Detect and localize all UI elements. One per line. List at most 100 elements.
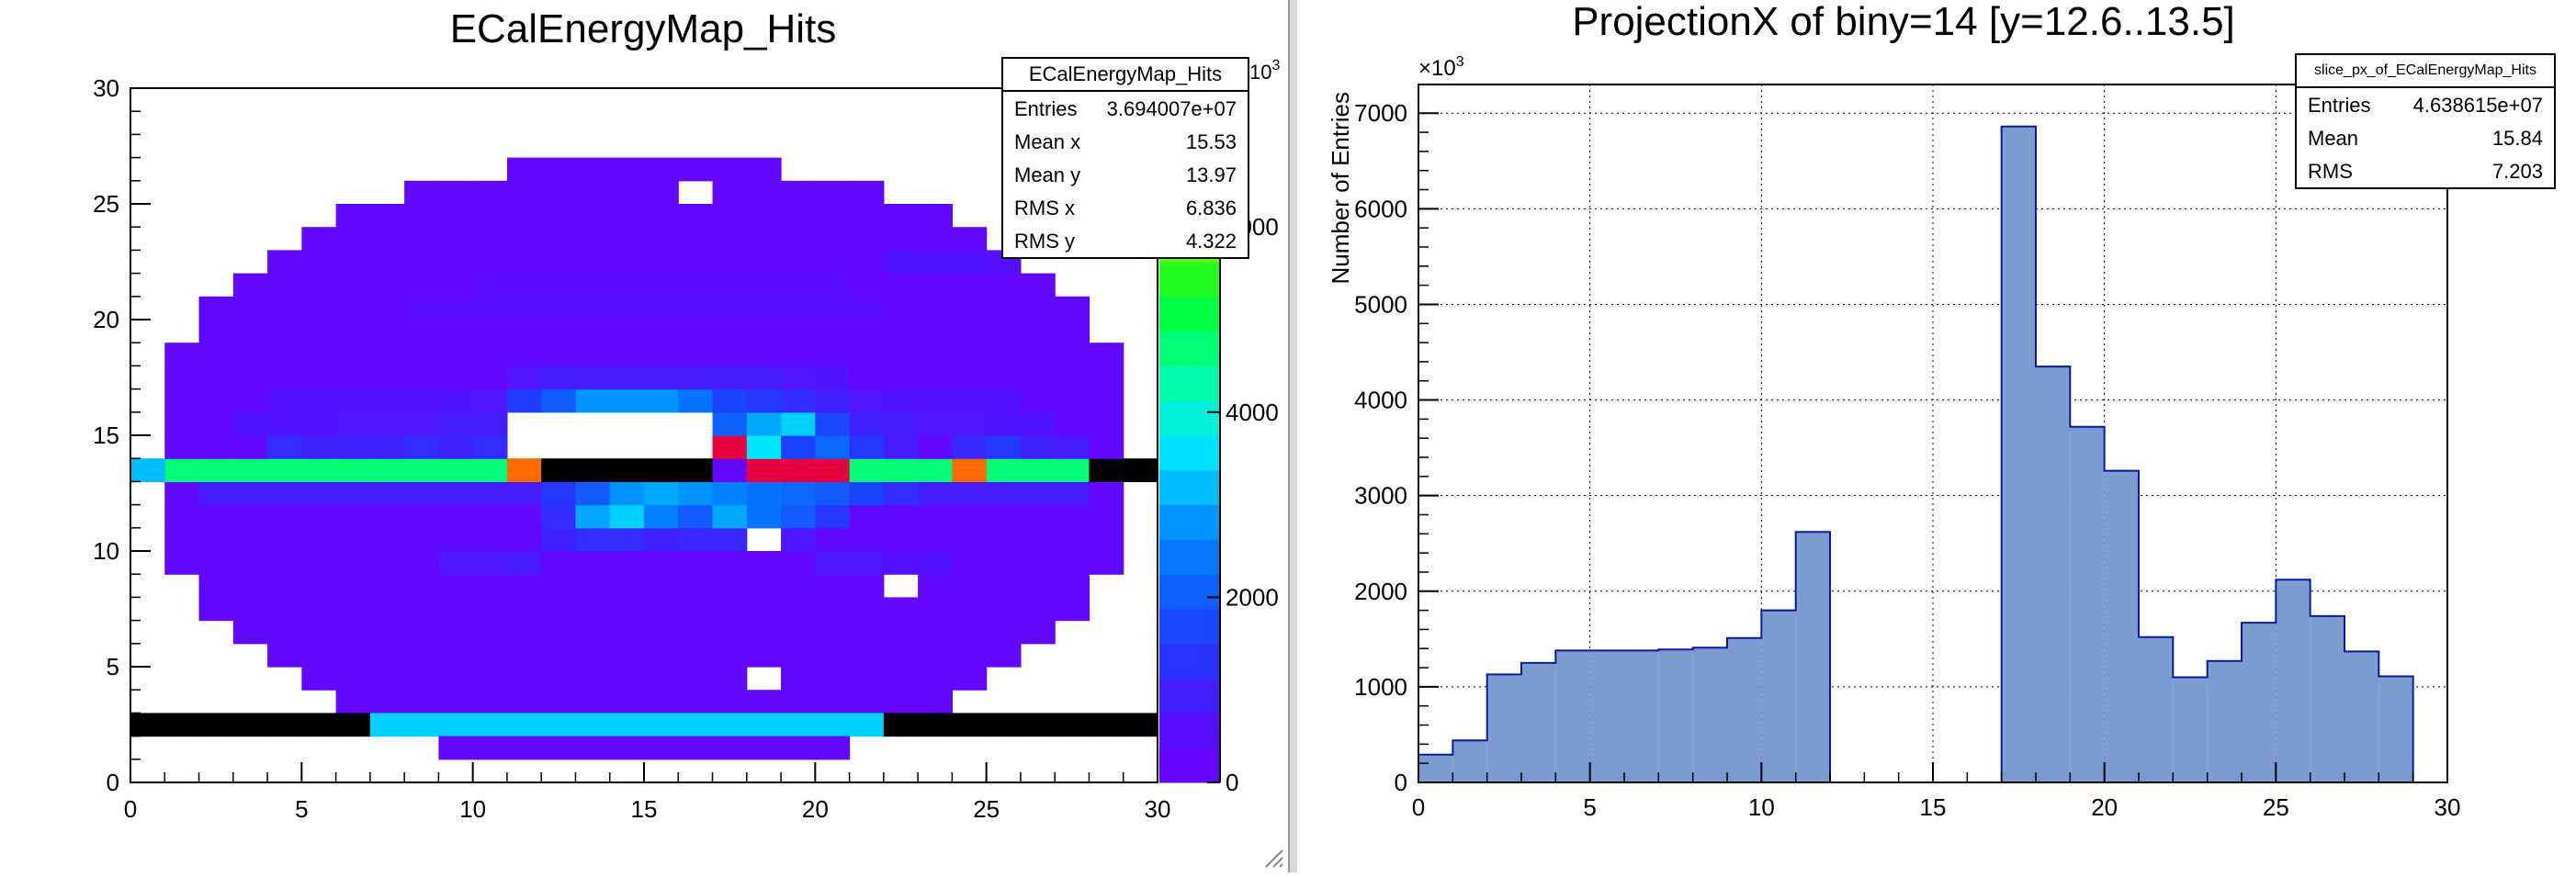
heatmap-bin (335, 597, 371, 622)
stats-value: 3.694007e+07 (1106, 97, 1237, 120)
stats-row: RMS y 4.322 (1003, 224, 1248, 257)
heatmap-bin (746, 411, 782, 436)
heatmap-bin (609, 643, 645, 668)
heatmap-bin (986, 273, 1022, 298)
palette-tick-label: 0 (1226, 769, 1238, 796)
heatmap-bin (678, 365, 714, 390)
heatmap-bin (198, 343, 234, 366)
heatmap-bin (986, 320, 1022, 343)
heatmap-bin (1055, 388, 1090, 413)
heatmap-bin (404, 713, 439, 737)
heatmap-bin (712, 527, 748, 552)
heatmap-bin (164, 435, 200, 459)
heatmap-bin (404, 204, 439, 228)
heatmap-bin (644, 620, 679, 645)
heatmap-bin (781, 574, 816, 598)
heatmap-bin (609, 458, 645, 482)
resize-grip-icon[interactable] (1260, 845, 1284, 869)
heatmap-bin (575, 597, 611, 622)
heatmap-bin (746, 690, 782, 714)
heatmap-bin (1020, 343, 1056, 366)
heatmap-bin (1020, 527, 1056, 552)
heatmap-bin (1089, 388, 1124, 413)
palette-segment (1159, 400, 1220, 436)
y-tick-label: 4000 (1354, 387, 1407, 414)
heatmap-bin (404, 667, 439, 691)
heatmap-bin (232, 551, 268, 575)
heatmap-bin (918, 227, 953, 251)
heatmap-bin (1020, 365, 1056, 390)
heatmap-bin (678, 273, 714, 298)
heatmap-bin (369, 504, 405, 529)
heatmap-bin (506, 690, 542, 714)
heatmap-bin (918, 504, 953, 529)
heatmap-bin (1055, 343, 1090, 366)
heatmap-bin (438, 597, 474, 622)
stats-row: RMS x 6.836 (1003, 191, 1248, 224)
heatmap-bin (712, 296, 748, 320)
heatmap-bin (712, 250, 748, 275)
heatmap-bin (404, 481, 439, 506)
heatmap-bin (609, 157, 645, 182)
histogram-bar (2378, 676, 2413, 782)
heatmap-bin (883, 481, 919, 506)
heatmap-bin (918, 574, 953, 598)
heatmap-bin (472, 296, 508, 320)
heatmap-bin (232, 343, 268, 366)
stats-row: Mean y 13.97 (1003, 158, 1248, 191)
heatmap-bin (712, 320, 748, 343)
heatmap-bin (986, 458, 1022, 482)
heatmap-bin (575, 504, 611, 529)
heatmap-bin (369, 527, 405, 552)
heatmap-bin (198, 574, 234, 598)
heatmap-bin (438, 365, 474, 390)
heatmap-bin (644, 504, 679, 529)
heatmap-bin (472, 227, 508, 251)
heatmap-bin (506, 320, 542, 343)
heatmap-bin (575, 620, 611, 645)
heatmap-bin (438, 458, 474, 482)
heatmap-bin (164, 481, 200, 506)
heatmap-bin (335, 435, 371, 459)
histogram-plot: ProjectionX of biny=14 [y=12.6..13.5] 0 5… (1327, 0, 2460, 821)
y-tick-label: 25 (93, 190, 119, 218)
heatmap-bin (952, 527, 988, 552)
heatmap-bin (918, 273, 953, 298)
heatmap-bin (541, 643, 577, 668)
heatmap-bin (644, 204, 679, 228)
heatmap-bin (198, 527, 234, 552)
heatmap-bin (575, 296, 611, 320)
heatmap-bin (952, 296, 988, 320)
y-tick-label: 3000 (1354, 482, 1407, 510)
heatmap-bin (849, 643, 885, 668)
heatmap-bin (815, 320, 851, 343)
stats-label: RMS x (1014, 197, 1075, 219)
heatmap-bin (541, 250, 577, 275)
heatmap-bin (781, 667, 816, 691)
heatmap-bin (781, 388, 816, 413)
x-tick-label: 5 (295, 795, 308, 823)
heatmap-bin (1020, 388, 1056, 413)
heatmap-bin (1020, 435, 1056, 459)
heatmap-bin (472, 690, 508, 714)
heatmap-bin (301, 643, 337, 668)
pane-divider[interactable] (1288, 0, 1297, 872)
heatmap-bin (712, 597, 748, 622)
histogram-bar (2276, 579, 2310, 782)
heatmap-bin (678, 643, 714, 668)
heatmap-bin (815, 551, 851, 575)
stats-label: Entries (2308, 94, 2371, 117)
heatmap-bin (232, 458, 268, 482)
heatmap-bin (712, 343, 748, 366)
heatmap-bin (404, 227, 439, 251)
heatmap-bin (609, 481, 645, 506)
heatmap-bin (541, 296, 577, 320)
heatmap-bin (815, 180, 851, 205)
heatmap-bin (541, 504, 577, 529)
heatmap-bin (335, 273, 371, 298)
palette-tick-label: 2000 (1226, 583, 1279, 611)
heatmap-bin (952, 458, 988, 482)
histogram-bar (1555, 650, 1590, 782)
heatmap-bin (952, 713, 988, 737)
heatmap-bin (267, 551, 302, 575)
